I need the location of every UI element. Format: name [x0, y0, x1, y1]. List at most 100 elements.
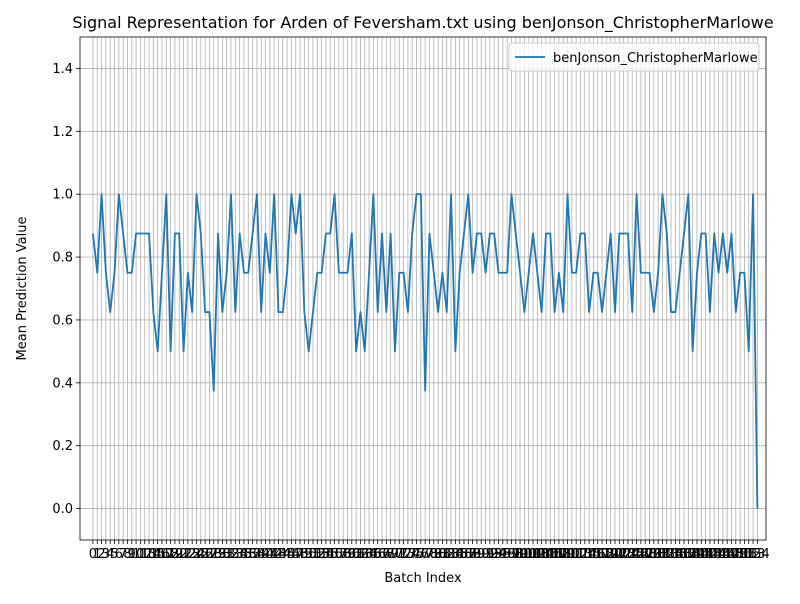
x-axis-label: Batch Index — [384, 571, 462, 586]
y-tick-label: 0.8 — [52, 251, 73, 266]
x-tick-label: 28 — [205, 547, 222, 562]
x-tick-label: 25 — [193, 547, 210, 562]
x-tick-label: 96 — [499, 547, 516, 562]
x-tick-label: 74 — [404, 547, 421, 562]
x-tick-label: 67 — [374, 547, 391, 562]
x-tick-label: 133 — [654, 547, 679, 562]
x-tick-label: 68 — [378, 547, 395, 562]
x-tick-label: 16 — [154, 547, 171, 562]
x-tick-label: 58 — [335, 547, 352, 562]
x-tick-label: 145 — [706, 547, 731, 562]
x-tick-label: 77 — [417, 547, 434, 562]
x-tick-label: 53 — [313, 547, 330, 562]
y-tick-label: 0.0 — [52, 502, 73, 517]
x-tick-label: 47 — [287, 547, 304, 562]
x-tick-label: 34 — [231, 547, 248, 562]
x-tick-label: 49 — [296, 547, 313, 562]
x-tick-label: 138 — [676, 547, 701, 562]
x-tick-label: 69 — [382, 547, 399, 562]
x-tick-label: 126 — [624, 547, 649, 562]
y-axis-ticks: 0.0 0.2 0.4 0.6 0.8 1.0 1.2 1.4 — [52, 62, 80, 517]
x-tick-label: 41 — [262, 547, 279, 562]
x-tick-label: 141 — [689, 547, 714, 562]
x-tick-label: 148 — [719, 547, 744, 562]
x-tick-label: 113 — [568, 547, 593, 562]
x-tick-label: 35 — [236, 547, 253, 562]
x-tick-label: 118 — [590, 547, 615, 562]
x-tick-label: 26 — [197, 547, 214, 562]
x-tick-label: 81 — [434, 547, 451, 562]
x-tick-label: 71 — [391, 547, 408, 562]
x-tick-label: 100 — [512, 547, 537, 562]
x-tick-label: 51 — [305, 547, 322, 562]
x-tick-label: 93 — [486, 547, 503, 562]
x-tick-label: 143 — [697, 547, 722, 562]
x-tick-label: 92 — [482, 547, 499, 562]
x-tick-label: 1 — [93, 547, 101, 562]
x-tick-label: 122 — [607, 547, 632, 562]
x-tick-label: 78 — [421, 547, 438, 562]
x-tick-label: 124 — [616, 547, 641, 562]
x-tick-label: 83 — [443, 547, 460, 562]
x-tick-label: 64 — [361, 547, 378, 562]
x-tick-label: 116 — [581, 547, 606, 562]
x-tick-label: 11 — [132, 547, 149, 562]
x-tick-label: 4 — [106, 547, 114, 562]
x-tick-label: 27 — [201, 547, 218, 562]
x-tick-label: 131 — [646, 547, 671, 562]
x-tick-label: 59 — [339, 547, 356, 562]
y-tick-label: 0.6 — [52, 313, 73, 328]
x-tick-label: 150 — [728, 547, 753, 562]
x-tick-label: 123 — [611, 547, 636, 562]
x-tick-label: 19 — [167, 547, 184, 562]
x-tick-label: 70 — [387, 547, 404, 562]
x-tick-label: 95 — [495, 547, 512, 562]
y-tick-label: 1.2 — [52, 125, 73, 140]
x-tick-label: 66 — [369, 547, 386, 562]
chart-title: Signal Representation for Arden of Fever… — [72, 13, 773, 33]
x-tick-label: 43 — [270, 547, 287, 562]
x-tick-label: 37 — [244, 547, 261, 562]
x-tick-label: 10 — [128, 547, 145, 562]
x-tick-label: 104 — [529, 547, 554, 562]
x-tick-label: 94 — [490, 547, 507, 562]
x-tick-label: 121 — [603, 547, 628, 562]
x-tick-label: 115 — [577, 547, 602, 562]
x-tick-label: 103 — [525, 547, 550, 562]
x-tick-label: 52 — [309, 547, 326, 562]
legend-box — [508, 42, 760, 72]
x-tick-label: 152 — [736, 547, 761, 562]
x-tick-label: 98 — [507, 547, 524, 562]
x-tick-label: 73 — [400, 547, 417, 562]
x-tick-label: 84 — [447, 547, 464, 562]
x-tick-label: 48 — [292, 547, 309, 562]
x-tick-label: 60 — [344, 547, 361, 562]
x-tick-label: 79 — [426, 547, 443, 562]
x-tick-label: 149 — [723, 547, 748, 562]
x-tick-label: 86 — [456, 547, 473, 562]
x-tick-label: 38 — [249, 547, 266, 562]
x-tick-label: 8 — [123, 547, 131, 562]
plot-frame — [79, 36, 767, 541]
y-axis-label: Mean Prediction Value — [15, 217, 30, 361]
x-tick-label: 32 — [223, 547, 240, 562]
x-tick-label: 146 — [710, 547, 735, 562]
x-tick-label: 120 — [598, 547, 623, 562]
x-tick-label: 85 — [451, 547, 468, 562]
x-tick-label: 88 — [464, 547, 481, 562]
x-tick-label: 130 — [641, 547, 666, 562]
x-tick-label: 119 — [594, 547, 619, 562]
x-tick-label: 50 — [300, 547, 317, 562]
x-tick-label: 76 — [413, 547, 430, 562]
x-tick-label: 46 — [283, 547, 300, 562]
x-tick-label: 127 — [628, 547, 653, 562]
x-tick-label: 33 — [227, 547, 244, 562]
x-tick-label: 105 — [534, 547, 559, 562]
x-tick-label: 72 — [395, 547, 412, 562]
y-tick-label: 0.2 — [52, 439, 73, 454]
x-tick-label: 23 — [184, 547, 201, 562]
x-tick-label: 151 — [732, 547, 757, 562]
x-tick-label: 14 — [145, 547, 162, 562]
